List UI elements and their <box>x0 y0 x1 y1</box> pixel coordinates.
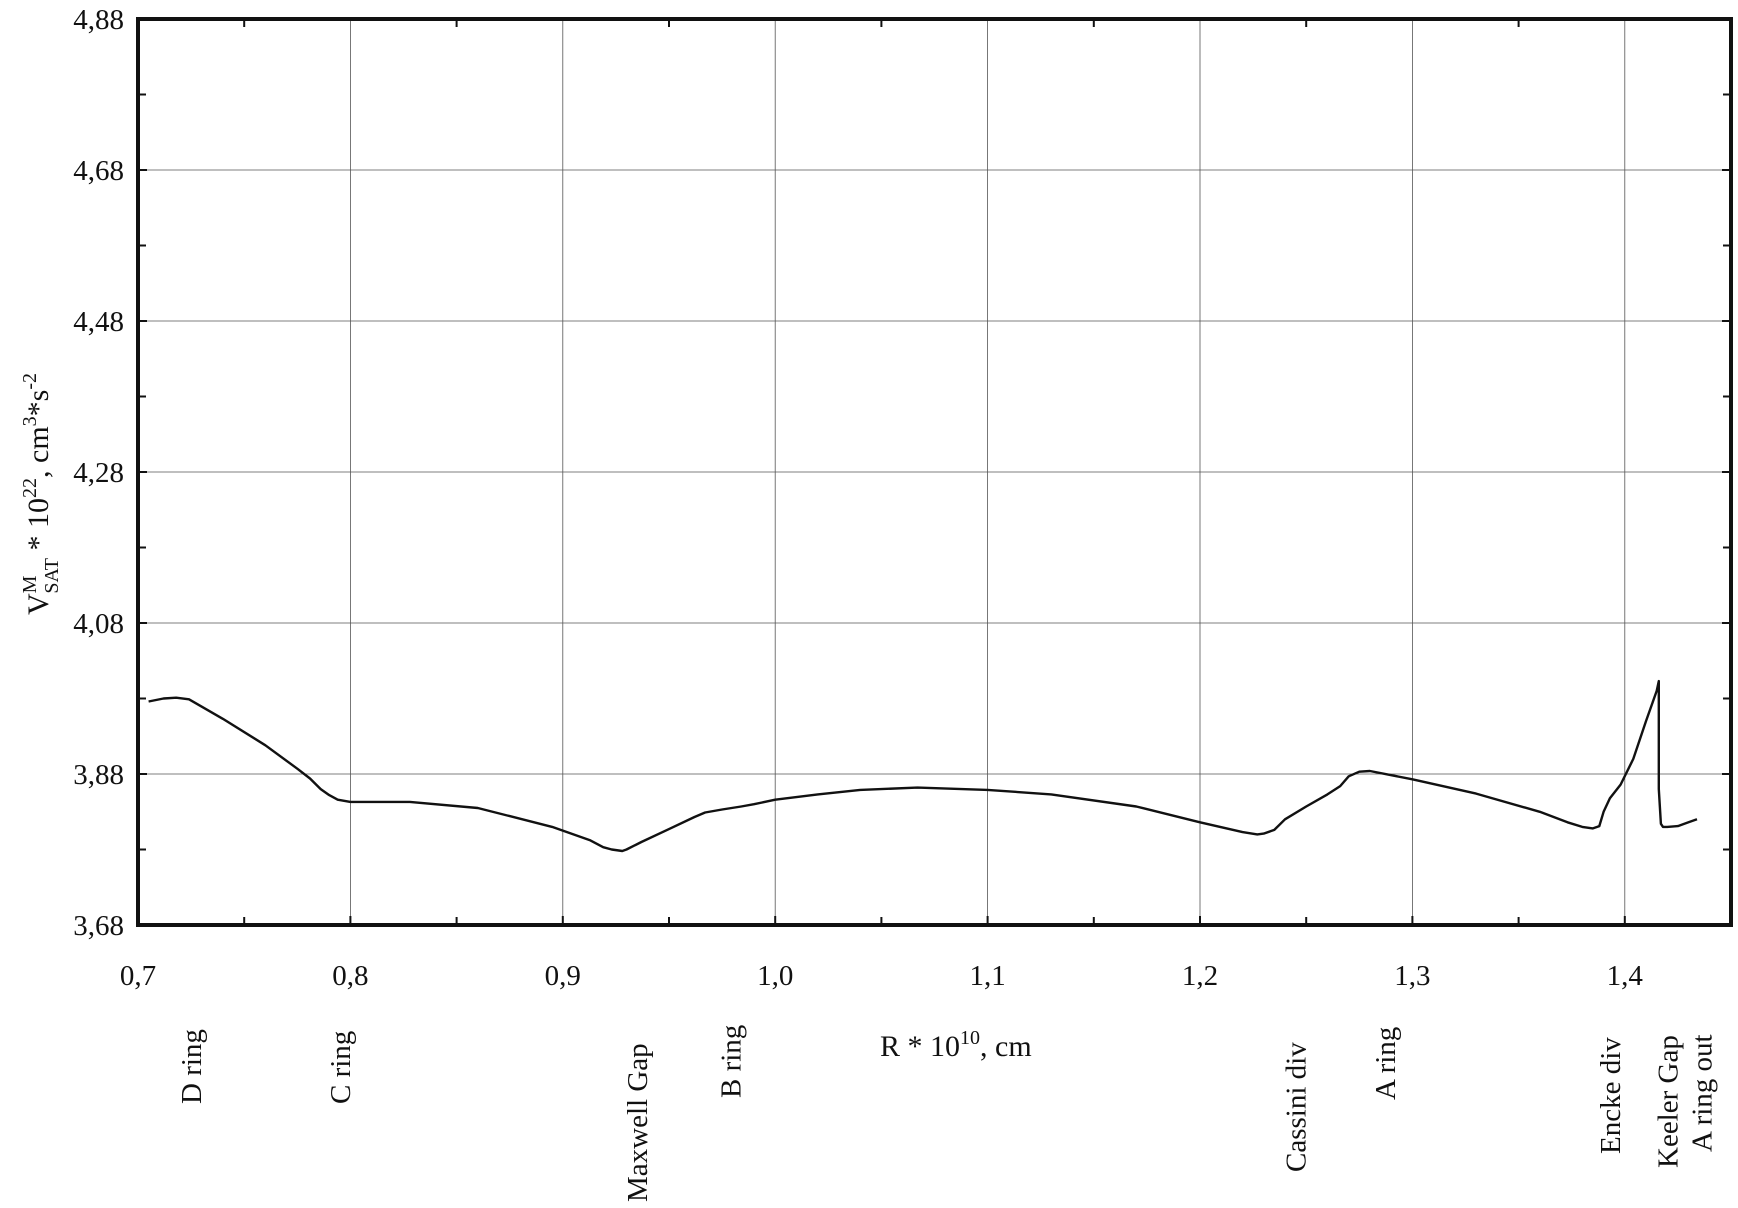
x-tick-label: 0,7 <box>120 960 156 992</box>
x-tick-label: 1,1 <box>969 960 1005 992</box>
plot-area-frame <box>136 17 1733 927</box>
ring-label: A ring out <box>1686 1034 1718 1152</box>
y-axis-title-sup-3: 3 <box>19 416 41 426</box>
y-axis-title-sub-sat: SAT <box>41 558 63 594</box>
x-axis-title-exponent: 10 <box>960 1027 980 1049</box>
ring-label: Cassini div <box>1281 1042 1313 1172</box>
y-axis-title-sup-minus2: -2 <box>19 373 41 390</box>
grid-lines <box>138 19 1731 925</box>
x-tick-label: 1,3 <box>1394 960 1430 992</box>
ring-label: Encke div <box>1595 1037 1627 1154</box>
x-tick-label: 0,8 <box>332 960 368 992</box>
x-tick-label: 1,0 <box>757 960 793 992</box>
ring-label: D ring <box>176 1029 208 1104</box>
y-axis-title-sup-m: M <box>19 575 41 593</box>
y-axis-title-mid: * 10 <box>22 498 55 558</box>
ring-region-labels: D ring C ring Maxwell Gap B ring Cassini div… <box>176 1025 1718 1202</box>
x-axis-title-base: R * 10 <box>880 1030 960 1063</box>
y-tick-labels: 3,68 3,88 4,08 4,28 4,48 4,68 4,88 <box>73 4 124 942</box>
y-tick-label: 4,08 <box>73 608 124 640</box>
ring-label: A ring <box>1370 1027 1402 1100</box>
x-tick-label: 0,9 <box>545 960 581 992</box>
ring-label: B ring <box>716 1025 748 1098</box>
y-tick-label: 3,68 <box>73 910 124 942</box>
y-axis-title-v: V <box>22 593 55 615</box>
y-tick-label: 4,68 <box>73 155 124 187</box>
x-axis-title-units: , cm <box>980 1030 1032 1063</box>
x-tick-label: 1,2 <box>1182 960 1218 992</box>
series-line <box>148 679 1698 853</box>
y-tick-label: 4,28 <box>73 457 124 489</box>
y-axis-title-sup-22: 22 <box>19 478 41 498</box>
y-tick-label: 4,48 <box>73 306 124 338</box>
ring-label: C ring <box>325 1031 357 1104</box>
y-tick-label: 3,88 <box>73 759 124 791</box>
y-axis-title-units: , cm <box>22 426 55 478</box>
ring-label: Maxwell Gap <box>622 1043 654 1202</box>
x-tick-labels: 0,7 0,8 0,9 1,0 1,1 1,2 1,3 1,4 <box>120 960 1644 992</box>
y-axis-title-star-s: *s <box>22 390 55 417</box>
y-axis-title: VMSAT * 1022, cm3*s-2 <box>19 373 63 615</box>
y-tick-label: 4,88 <box>73 4 124 36</box>
x-axis-title: R * 1010, cm <box>880 1027 1032 1063</box>
ring-label: Keeler Gap <box>1652 1035 1684 1168</box>
x-tick-label: 1,4 <box>1607 960 1644 992</box>
